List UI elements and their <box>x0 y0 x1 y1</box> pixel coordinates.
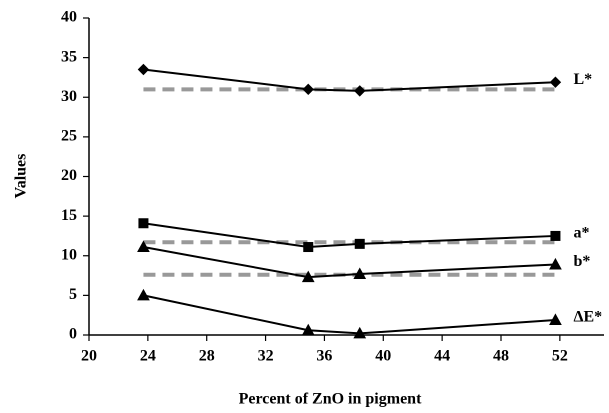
y-tick-label: 10 <box>61 246 77 263</box>
y-tick-label: 15 <box>61 207 77 224</box>
y-tick-label: 35 <box>61 48 77 65</box>
marker <box>353 326 367 339</box>
marker <box>354 85 366 97</box>
marker <box>302 83 314 96</box>
x-tick-label: 36 <box>316 348 332 365</box>
marker <box>301 270 315 283</box>
marker <box>353 267 367 279</box>
x-tick-label: 20 <box>81 348 97 365</box>
x-tick-label: 40 <box>375 348 391 365</box>
y-tick-label: 20 <box>61 167 77 184</box>
marker <box>137 63 150 76</box>
series-label: ΔE* <box>573 309 602 326</box>
marker <box>549 257 562 270</box>
series-line <box>143 246 556 279</box>
marker <box>549 313 562 325</box>
y-tick-label: 0 <box>69 326 77 343</box>
x-tick-label: 48 <box>493 348 509 365</box>
series-line <box>143 68 556 92</box>
y-tick-label: 30 <box>61 88 77 105</box>
y-tick-label: 5 <box>69 286 77 303</box>
x-tick-label: 52 <box>552 348 568 365</box>
series-line <box>143 222 556 249</box>
marker <box>138 218 149 229</box>
marker <box>303 242 314 253</box>
marker <box>550 230 561 241</box>
y-tick-label: 25 <box>61 128 77 145</box>
marker <box>354 238 365 249</box>
marker <box>301 323 315 336</box>
series-label: b* <box>573 253 590 270</box>
x-tick-label: 28 <box>199 348 215 365</box>
x-tick-label: 44 <box>434 348 450 365</box>
marker <box>137 288 150 301</box>
marker <box>137 240 150 253</box>
y-axis-title: Values <box>13 154 30 199</box>
series-label: L* <box>573 71 592 88</box>
marker <box>549 76 562 88</box>
x-tick-label: 32 <box>258 348 274 365</box>
series-line <box>143 294 556 335</box>
series-label: a* <box>573 225 589 242</box>
y-tick-label: 40 <box>61 9 77 26</box>
x-tick-label: 24 <box>140 348 156 365</box>
x-axis-title: Percent of ZnO in pigment <box>239 391 422 408</box>
